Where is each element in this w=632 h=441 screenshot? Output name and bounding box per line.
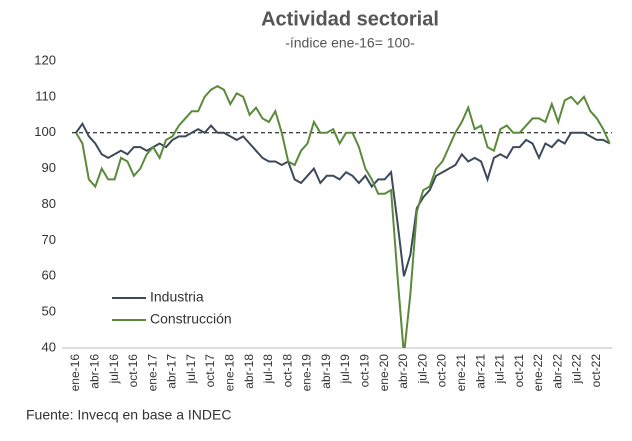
y-tick-label: 100 [34,124,56,139]
x-tick-label: oct-22 [589,354,603,388]
x-tick-label: oct-20 [435,354,449,388]
x-tick-label: jul-22 [570,354,584,385]
series-line [75,84,611,348]
x-tick-label: ene-21 [454,354,468,392]
x-tick-label: oct-19 [358,354,372,388]
y-tick-label: 60 [42,268,56,283]
x-tick-label: abr-16 [87,354,101,389]
x-tick-label: oct-17 [203,354,217,388]
x-tick-label: abr-18 [242,354,256,389]
y-tick-label: 120 [34,52,56,67]
x-tick-label: ene-17 [145,354,159,392]
x-tick-label: jul-19 [338,354,352,385]
x-tick-label: jul-17 [184,354,198,385]
x-tick-label: abr-19 [319,354,333,389]
x-tick-label: abr-17 [165,354,179,389]
chart-subtitle: -índice ene-16= 100- [285,35,415,51]
chart-title: Actividad sectorial [261,8,439,30]
x-tick-label: jul-21 [493,354,507,385]
y-tick-label: 80 [42,196,56,211]
series-line [75,121,611,277]
x-tick-label: oct-21 [512,354,526,388]
legend-label: Construcción [150,311,232,327]
x-tick-label: oct-18 [280,354,294,388]
y-tick-label: 40 [42,339,56,354]
y-tick-label: 50 [42,304,56,319]
x-tick-label: ene-16 [68,354,82,392]
source: Fuente: Invecq en base a INDEC [26,407,231,423]
x-tick-label: jul-16 [107,354,121,385]
x-tick-label: jul-18 [261,354,275,385]
x-tick-label: ene-19 [300,354,314,392]
x-tick-label: abr-21 [473,354,487,389]
x-tick-label: abr-20 [396,354,410,389]
y-tick-label: 110 [35,88,56,103]
x-tick-label: jul-20 [415,354,429,385]
x-tick-label: oct-16 [126,354,140,388]
y-tick-label: 90 [42,160,56,175]
y-tick-label: 70 [42,232,56,247]
x-tick-label: ene-18 [222,354,236,392]
x-tick-label: abr-22 [550,354,564,389]
x-tick-label: ene-20 [377,354,391,392]
x-tick-label: ene-22 [531,354,545,392]
legend-label: Industria [150,289,204,305]
